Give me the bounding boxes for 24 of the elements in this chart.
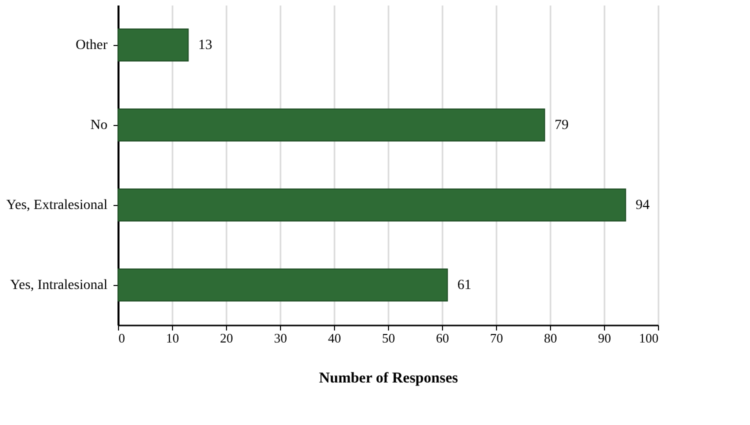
data-label: 79 <box>554 118 569 133</box>
y-tick-label: No <box>90 118 108 133</box>
bar <box>118 108 546 142</box>
data-label: 13 <box>198 38 212 53</box>
x-tick-label: 80 <box>544 330 557 346</box>
x-tick-label: 100 <box>639 330 658 346</box>
data-label: 94 <box>636 198 650 213</box>
x-axis-title: Number of Responses <box>319 370 458 386</box>
x-tick-label: 90 <box>598 330 611 346</box>
bar <box>118 268 448 302</box>
x-tick-label: 30 <box>274 330 287 346</box>
x-tick-label: 20 <box>220 330 233 346</box>
x-tick-label: 0 <box>118 330 125 346</box>
x-tick-label: 10 <box>166 330 179 346</box>
y-tick-label: Yes, Intralesional <box>10 278 108 293</box>
x-tick-label: 70 <box>490 330 503 346</box>
bar <box>118 28 189 62</box>
x-tick-label: 60 <box>436 330 449 346</box>
x-tick-label: 50 <box>382 330 395 346</box>
y-tick-label: Yes, Extralesional <box>6 198 108 213</box>
y-tick-label: Other <box>76 38 108 53</box>
x-tick-label: 40 <box>328 330 341 346</box>
bar <box>118 188 626 222</box>
data-label: 61 <box>457 278 472 293</box>
